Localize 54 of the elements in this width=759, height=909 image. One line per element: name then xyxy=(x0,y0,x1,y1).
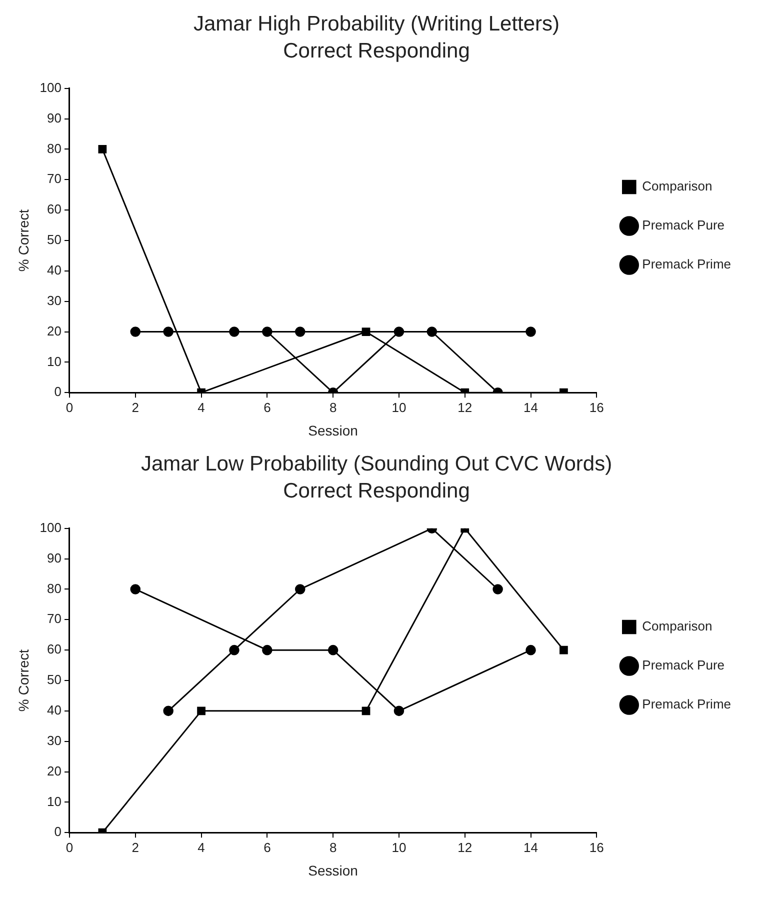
legend-label: Comparison xyxy=(642,178,712,194)
x-tick-label: 10 xyxy=(392,840,406,855)
y-tick-label: 30 xyxy=(47,732,62,748)
x-tick-label: 8 xyxy=(329,840,337,855)
legend-label: Comparison xyxy=(642,618,712,634)
y-tick-label: 80 xyxy=(47,140,62,156)
y-tick-label: 100 xyxy=(40,80,62,95)
legend-label: Premack Pure xyxy=(642,218,725,233)
x-tick-label: 2 xyxy=(132,840,139,855)
y-tick-label: 70 xyxy=(47,611,62,626)
chart-subtitle: Correct Responding xyxy=(283,40,470,63)
y-tick-label: 60 xyxy=(47,642,62,657)
y-tick-label: 0 xyxy=(54,384,62,400)
legend-label: Premack Prime xyxy=(642,256,732,272)
x-tick-label: 14 xyxy=(524,400,538,415)
y-tick-label: 90 xyxy=(47,550,62,566)
y-tick-label: 80 xyxy=(47,580,62,596)
x-tick-label: 8 xyxy=(329,400,337,415)
y-tick-label: 20 xyxy=(47,323,62,338)
x-tick-label: 10 xyxy=(392,400,406,415)
x-tick-label: 0 xyxy=(66,840,74,855)
y-tick-label: 100 xyxy=(40,520,62,535)
y-tick-label: 50 xyxy=(47,232,62,248)
x-tick-label: 12 xyxy=(458,840,472,855)
x-tick-label: 16 xyxy=(589,400,604,415)
x-tick-label: 4 xyxy=(198,840,205,855)
y-tick-label: 70 xyxy=(47,171,62,186)
y-tick-label: 50 xyxy=(47,672,62,688)
legend-label: Premack Prime xyxy=(642,696,732,712)
x-tick-label: 0 xyxy=(66,400,74,415)
y-axis-title: % Correct xyxy=(15,649,32,712)
y-axis-title: % Correct xyxy=(15,209,32,272)
x-axis-title: Session xyxy=(308,862,358,878)
x-tick-label: 2 xyxy=(132,400,139,415)
x-tick-label: 6 xyxy=(264,840,271,855)
y-tick-label: 90 xyxy=(47,110,62,126)
y-tick-label: 10 xyxy=(47,354,62,369)
y-tick-label: 20 xyxy=(47,763,62,778)
chart-title: Jamar Low Probability (Sounding Out CVC Words) xyxy=(140,452,612,476)
y-tick-label: 0 xyxy=(54,824,62,840)
x-tick-label: 16 xyxy=(589,840,604,855)
y-tick-label: 40 xyxy=(47,262,62,278)
x-axis-title: Session xyxy=(308,422,358,438)
y-tick-label: 60 xyxy=(47,202,62,217)
y-tick-label: 10 xyxy=(47,794,62,809)
x-tick-label: 6 xyxy=(264,400,271,415)
x-tick-label: 14 xyxy=(524,840,538,855)
x-tick-label: 12 xyxy=(458,400,472,415)
legend-label: Premack Pure xyxy=(642,658,725,673)
chart-title: Jamar High Probability (Writing Letters) xyxy=(193,12,560,36)
x-tick-label: 4 xyxy=(198,400,205,415)
y-tick-label: 40 xyxy=(47,702,62,718)
y-tick-label: 30 xyxy=(47,292,62,308)
chart-subtitle: Correct Responding xyxy=(283,480,470,503)
